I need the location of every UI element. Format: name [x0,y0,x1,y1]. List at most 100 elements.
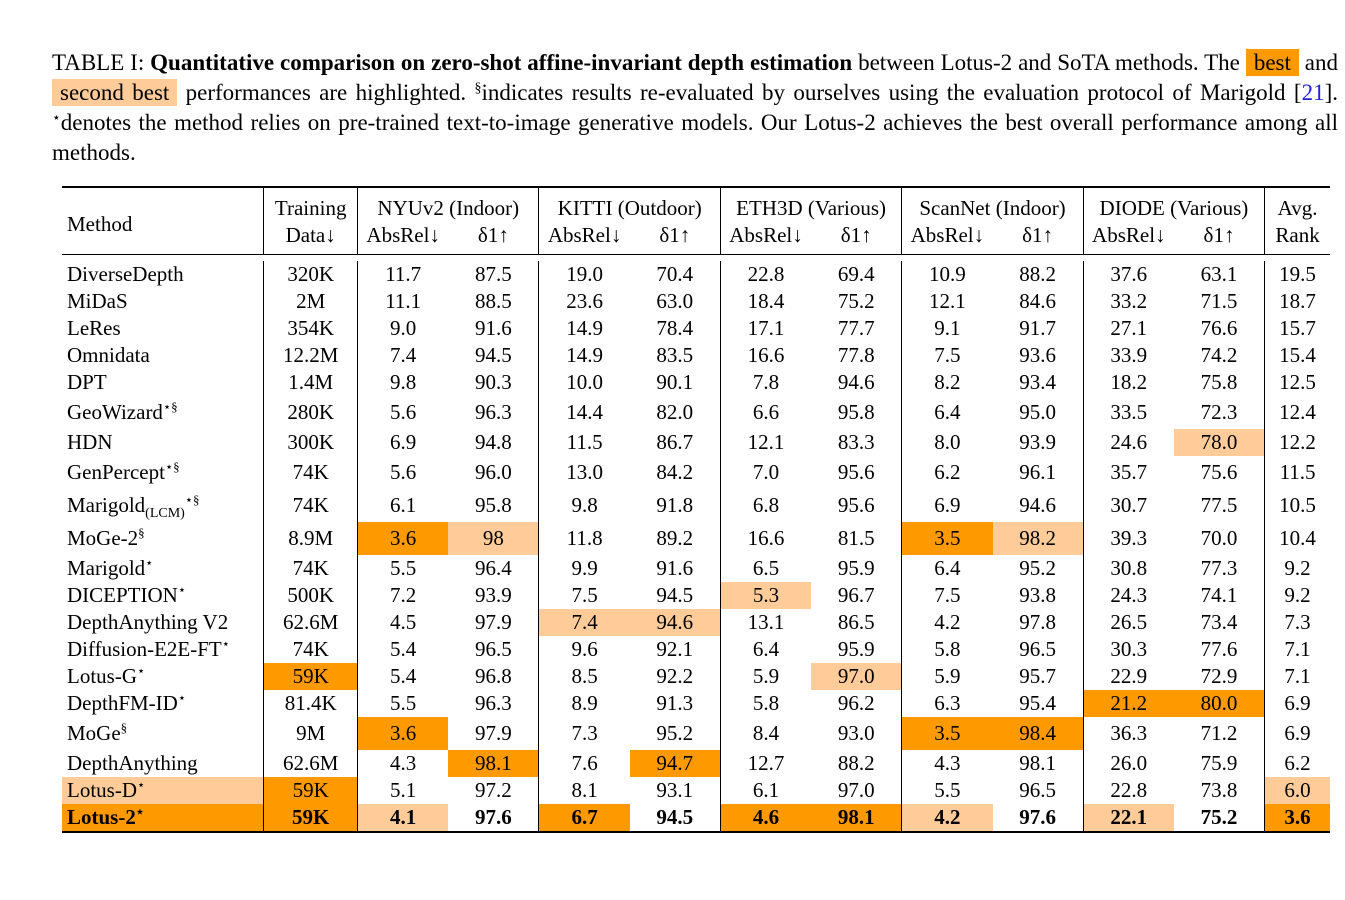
absrel-cell: 4.3 [901,750,993,777]
table-row: Lotus-2⋆ 59K 4.1 97.6 6.7 94.5 4.6 98.1 4.2 97.6 2… [62,804,1330,832]
absrel-cell: 8.2 [901,369,993,396]
method-superscript: ⋆§ [164,459,180,474]
delta1-cell: 90.3 [475,370,512,394]
absrel-cell: 6.9 [357,429,449,456]
absrel-cell: 7.5 [538,582,630,609]
method-name-text: Marigold [67,493,146,517]
training-data-cell: 74K [263,489,358,522]
absrel-cell: 22.1 [1082,804,1174,832]
delta1-cell: 96.5 [1019,637,1056,661]
method-name: GeoWizard⋆§ [62,396,264,429]
method-superscript: ⋆ [221,636,230,651]
dataset-header-diode: DIODE (Various) [1082,188,1265,222]
delta1-cell: 75.9 [1200,751,1238,775]
avg-rank-cell: 10.5 [1264,489,1330,522]
absrel-cell: 30.7 [1082,489,1174,522]
absrel-cell: 4.3 [357,750,449,777]
caption-text-3: performances are highlighted. [177,80,475,105]
absrel-cell: 22.8 [1082,777,1174,804]
rank-header-2: Rank [1264,222,1330,255]
caption-bold-title: Quantitative comparison on zero-shot aff… [150,50,853,75]
avg-rank-cell: 10.4 [1264,522,1330,555]
delta1-cell: 96.3 [475,400,512,424]
absrel-cell: 33.2 [1082,288,1174,315]
absrel-cell: 13.1 [719,609,812,636]
header-row-1: Method Training NYUv2 (Indoor) KITTI (Ou… [62,188,1330,236]
absrel-cell: 5.5 [357,690,449,717]
dataset-header-eth3d: ETH3D (Various) [719,188,902,222]
training-data-cell: 59K [263,804,358,832]
training-data-cell: 500K [263,582,358,609]
delta1-cell: 80.0 [1173,690,1265,717]
absrel-cell: 3.5 [901,717,993,750]
delta1-cell: 71.2 [1200,721,1238,745]
delta1-cell: 94.5 [475,343,512,367]
delta1-cell: 95.6 [837,493,875,517]
training-data-cell: 12.2M [263,342,358,369]
absrel-cell: 9.1 [901,315,993,342]
delta1-cell: 96.5 [475,637,512,661]
absrel-cell: 10.0 [538,369,630,396]
absrel-cell: 5.1 [357,777,449,804]
delta1-cell: 94.8 [475,430,512,454]
dataset-header-scannet: ScanNet (Indoor) [901,188,1084,222]
training-data-cell: 62.6M [263,750,358,777]
delta1-cell: 71.5 [1200,289,1238,313]
delta1-cell: 96.3 [475,691,512,715]
table-row: Lotus-G⋆ 59K 5.4 96.8 8.5 92.2 5.9 97.0 5.9 95.7 2… [62,663,1330,690]
absrel-cell: 7.8 [719,369,812,396]
absrel-cell: 7.4 [538,609,630,636]
method-name-text: Lotus-D [67,778,137,802]
delta-header: δ1↑ [1203,223,1235,247]
reference-link[interactable]: 21 [1301,80,1325,105]
table-row: HDN 300K 6.9 94.8 11.5 86.7 12.1 83.3 8.0 93.9 24.… [62,429,1330,456]
delta1-cell: 93.8 [1019,583,1056,607]
absrel-cell: 10.9 [901,261,993,288]
method-superscript: § [120,720,128,735]
delta1-cell: 84.6 [1019,289,1056,313]
delta-header: δ1↑ [477,223,509,247]
delta1-cell: 75.8 [1200,370,1238,394]
absrel-cell: 9.0 [357,315,449,342]
absrel-cell: 8.4 [719,717,812,750]
avg-rank-cell: 6.9 [1264,690,1330,717]
absrel-cell: 26.5 [1082,609,1174,636]
absrel-cell: 5.9 [901,663,993,690]
delta1-cell: 69.4 [837,262,875,286]
absrel-cell: 7.2 [357,582,449,609]
method-name: GenPercept⋆§ [62,456,264,489]
absrel-cell: 5.6 [357,456,449,489]
delta1-cell: 96.8 [475,664,512,688]
absrel-cell: 24.3 [1082,582,1174,609]
delta1-cell: 93.6 [1019,343,1056,367]
absrel-cell: 36.3 [1082,717,1174,750]
delta1-cell: 98.1 [1019,751,1056,775]
absrel-cell: 5.8 [719,690,812,717]
delta1-cell: 95.2 [1019,556,1056,580]
absrel-cell: 14.9 [538,315,630,342]
avg-rank-cell: 15.4 [1264,342,1330,369]
delta1-cell: 90.1 [656,370,694,394]
delta1-cell: 87.5 [475,262,512,286]
method-superscript: § [138,525,145,540]
delta1-cell: 91.3 [656,691,694,715]
table-row: MoGe-2§ 8.9M 3.6 98 11.8 89.2 16.6 81.5 3.5 98.2 3… [62,522,1330,555]
method-name-text: MiDaS [67,289,128,313]
training-data-cell: 81.4K [263,690,358,717]
table-row: DepthAnything V2 62.6M 4.5 97.9 7.4 94.6 13.1 8… [62,609,1330,636]
absrel-cell: 14.4 [538,396,630,429]
dataset-header-nyuv2: NYUv2 (Indoor) [357,188,539,222]
delta1-cell: 91.8 [656,493,694,517]
avg-rank-cell: 11.5 [1264,456,1330,489]
delta1-cell: 95.8 [837,400,875,424]
delta1-cell: 97.8 [1019,610,1056,634]
absrel-cell: 22.8 [719,261,812,288]
absrel-cell: 33.9 [1082,342,1174,369]
delta1-cell: 93.0 [837,721,875,745]
delta-header: δ1↑ [659,223,691,247]
method-name-text: MoGe [67,721,121,745]
delta1-cell: 83.3 [837,430,875,454]
method-name: Marigold⋆ [62,555,264,582]
absrel-cell: 7.4 [357,342,449,369]
training-data-cell: 74K [263,636,358,663]
